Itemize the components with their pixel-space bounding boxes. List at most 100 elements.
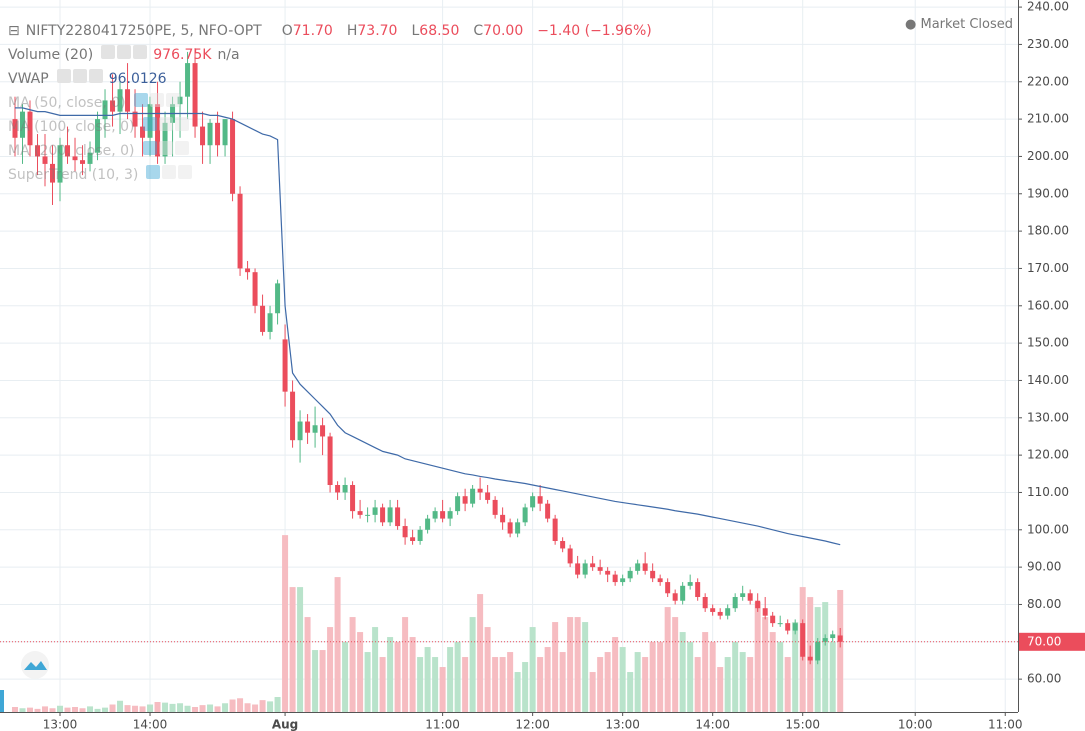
icon-eye[interactable] (146, 165, 161, 179)
volume-bar (642, 657, 649, 712)
candle-body (747, 593, 753, 601)
volume-bar (522, 662, 529, 712)
candle-body (42, 156, 48, 164)
icon-close[interactable] (174, 117, 189, 131)
volume-bar (87, 706, 94, 712)
indicator-value: 976.75K (153, 47, 212, 63)
candle-body (410, 537, 416, 542)
y-tick-label: 90.00 (1027, 560, 1061, 574)
icon-close[interactable] (165, 93, 180, 107)
volume-bar (379, 657, 386, 712)
side-tab[interactable] (0, 690, 4, 712)
candle-body (627, 570, 633, 579)
volume-bar (327, 627, 334, 712)
volume-bar (454, 642, 461, 712)
volume-bar (49, 708, 56, 712)
icon-settings[interactable] (117, 45, 132, 59)
quote-value: 70.00 (483, 23, 524, 39)
candle-body (605, 570, 611, 575)
quote-label: O (281, 23, 293, 39)
icon-close[interactable] (178, 165, 193, 179)
indicator-row: SuperTrend (10, 3) (8, 163, 652, 187)
candle-body (402, 526, 408, 538)
candle-body (110, 100, 116, 112)
candle-body (657, 578, 663, 583)
collapse-icon: ⊟ (8, 23, 20, 39)
icon-settings[interactable] (72, 69, 87, 83)
icon-eye[interactable] (101, 45, 116, 59)
icon-settings[interactable] (158, 141, 173, 155)
icon-eye[interactable] (133, 93, 148, 107)
x-tick-label: 11:00 (988, 718, 1023, 731)
icon-settings[interactable] (149, 93, 164, 107)
candle-body (732, 597, 738, 609)
candle-body (132, 111, 138, 127)
volume-bar (409, 637, 416, 712)
logo-mark (24, 661, 47, 670)
icon-eye[interactable] (56, 69, 71, 83)
candle-body (125, 89, 131, 112)
icon-settings[interactable] (158, 117, 173, 131)
y-tick-label: 130.00 (1027, 410, 1069, 424)
indicator-row: VWAP 96.0126 (8, 67, 652, 91)
candle-body (147, 104, 153, 138)
x-tick-label: 10:00 (898, 718, 933, 731)
indicator-icons (99, 43, 148, 67)
candle-body (620, 578, 626, 583)
quote-value: 68.50 (419, 23, 460, 39)
candle-body (185, 63, 191, 97)
candle-body (327, 436, 333, 485)
icon-close[interactable] (174, 141, 189, 155)
volume-bar (349, 617, 356, 712)
volume-bar (762, 617, 769, 712)
candle-body (312, 425, 318, 433)
candle-body (462, 496, 468, 504)
candle-body (612, 574, 618, 583)
icon-close[interactable] (88, 69, 103, 83)
quote-item: H73.70 (347, 19, 398, 43)
volume-bar (289, 587, 296, 712)
volume-bar (724, 657, 731, 712)
candle-body (807, 656, 813, 661)
quote-item: C70.00 (473, 19, 523, 43)
icon-settings[interactable] (162, 165, 177, 179)
y-tick-label: 60.00 (1027, 672, 1061, 686)
candle-body (507, 522, 513, 534)
candle-body (837, 635, 843, 642)
candle-body (642, 563, 648, 571)
quote-label: L (411, 23, 420, 39)
icon-eye[interactable] (142, 117, 157, 131)
icon-eye[interactable] (142, 141, 157, 155)
volume-bar (27, 707, 34, 712)
candle-body (215, 122, 221, 146)
candle-body (822, 638, 828, 642)
candle-body (290, 391, 296, 441)
volume-bar (469, 617, 476, 712)
volume-bar (237, 698, 244, 712)
candle-body (275, 283, 281, 314)
candle-body (372, 507, 378, 515)
candle-body (485, 492, 491, 500)
icon-close[interactable] (133, 45, 148, 59)
volume-bar (124, 705, 131, 712)
volume-bar (649, 642, 656, 712)
volume-bar (117, 700, 124, 712)
quote-label: H (346, 23, 358, 39)
quote-item: O71.70 (282, 19, 333, 43)
candle-body (117, 89, 123, 112)
candle-body (200, 126, 206, 146)
volume-bar (94, 708, 101, 712)
candle-body (477, 488, 483, 493)
candle-body (335, 484, 341, 493)
volume-bar (589, 672, 596, 712)
candle-body (297, 421, 303, 441)
candle-body (102, 100, 108, 120)
status-text: Market Closed (920, 17, 1014, 32)
volume-bar (627, 672, 634, 712)
volume-bar (132, 705, 139, 712)
y-tick-label: 220.00 (1027, 74, 1069, 88)
x-tick-label: 11:00 (425, 718, 460, 731)
last-price-label: 70.00 (1027, 634, 1061, 648)
candle-body (282, 339, 288, 392)
